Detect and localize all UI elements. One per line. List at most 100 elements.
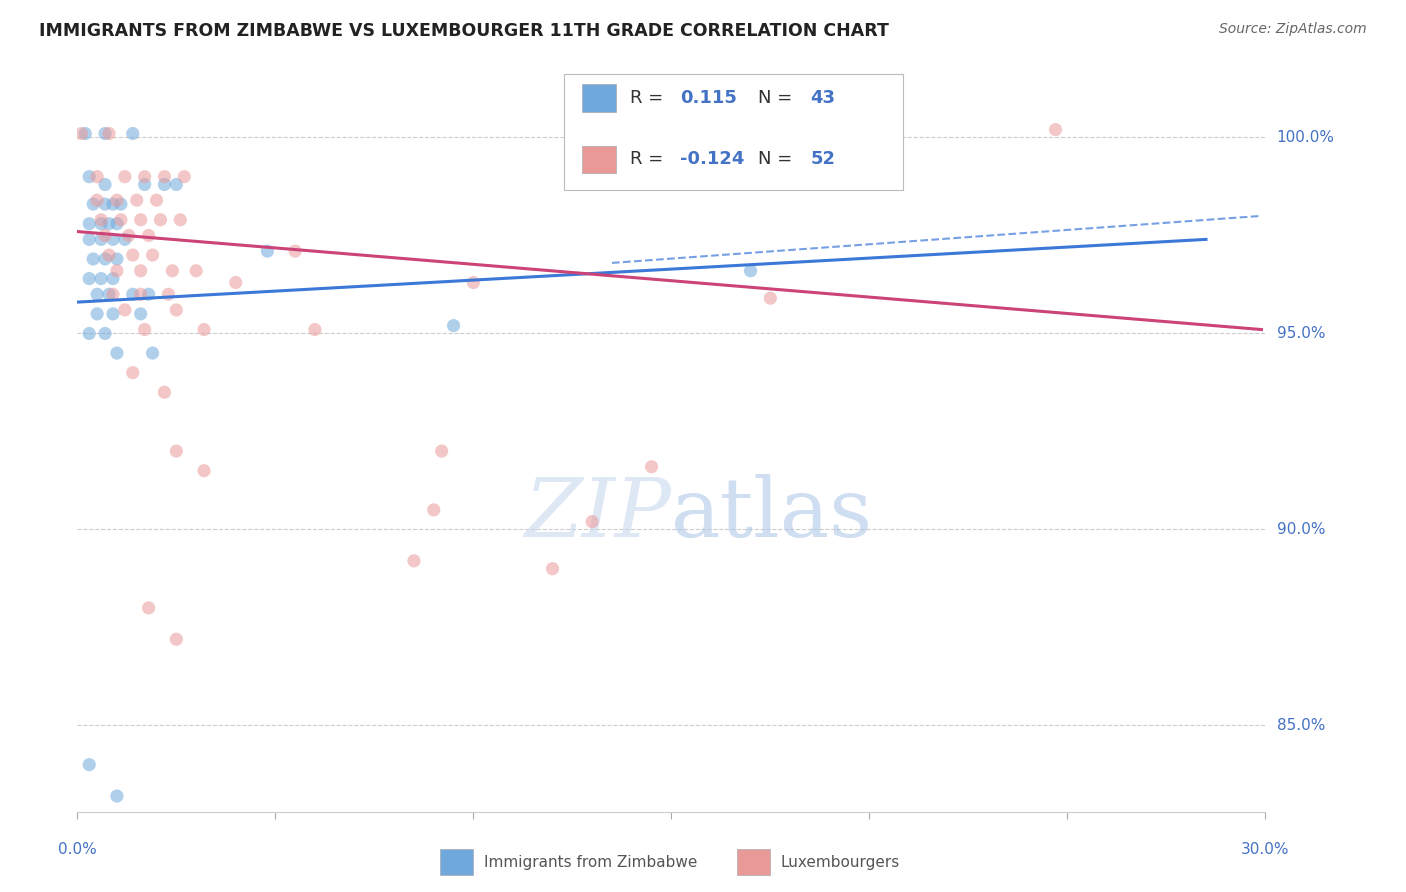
Point	[110, 212, 132, 227]
Point	[101, 287, 124, 301]
FancyBboxPatch shape	[737, 849, 770, 875]
Text: 0.115: 0.115	[679, 89, 737, 107]
Point	[740, 264, 762, 278]
Point	[142, 346, 165, 360]
Point	[101, 197, 124, 211]
Point	[105, 789, 128, 803]
Point	[423, 503, 446, 517]
Point	[94, 252, 117, 266]
Point	[153, 169, 176, 184]
Point	[138, 287, 160, 301]
Point	[77, 757, 100, 772]
Point	[134, 322, 156, 336]
Point	[94, 228, 117, 243]
Point	[86, 307, 108, 321]
Point	[443, 318, 465, 333]
Point	[101, 307, 124, 321]
Text: -0.124: -0.124	[679, 150, 744, 168]
Point	[157, 287, 180, 301]
Point	[256, 244, 278, 259]
Point	[90, 271, 112, 285]
Point	[165, 178, 187, 192]
Point	[105, 264, 128, 278]
Point	[165, 302, 187, 317]
Point	[149, 212, 172, 227]
Point	[121, 127, 143, 141]
Point	[304, 322, 326, 336]
Text: 30.0%: 30.0%	[1241, 842, 1289, 857]
FancyBboxPatch shape	[440, 849, 472, 875]
Point	[77, 232, 100, 246]
Text: N =: N =	[758, 89, 799, 107]
Point	[105, 346, 128, 360]
Point	[142, 248, 165, 262]
Text: N =: N =	[758, 150, 799, 168]
Point	[77, 169, 100, 184]
Text: 43: 43	[810, 89, 835, 107]
Point	[82, 252, 104, 266]
Point	[86, 193, 108, 207]
Point	[138, 600, 160, 615]
Point	[101, 232, 124, 246]
Point	[193, 464, 215, 478]
Point	[118, 228, 141, 243]
Text: Luxembourgers: Luxembourgers	[780, 855, 900, 870]
Point	[186, 264, 208, 278]
Point	[94, 326, 117, 341]
Text: R =: R =	[630, 89, 669, 107]
Point	[138, 228, 160, 243]
Point	[82, 197, 104, 211]
Point	[90, 232, 112, 246]
Point	[105, 217, 128, 231]
Point	[77, 217, 100, 231]
Point	[101, 271, 124, 285]
Point	[193, 322, 215, 336]
Text: 100.0%: 100.0%	[1277, 130, 1334, 145]
Point	[129, 287, 152, 301]
Point	[165, 444, 187, 458]
Point	[90, 217, 112, 231]
Point	[759, 291, 782, 305]
Point	[169, 212, 191, 227]
Point	[114, 302, 136, 317]
Point	[129, 264, 152, 278]
Point	[173, 169, 195, 184]
Point	[162, 264, 184, 278]
Text: 85.0%: 85.0%	[1277, 718, 1324, 733]
Point	[165, 632, 187, 647]
Point	[98, 287, 121, 301]
Point	[463, 276, 485, 290]
Point	[640, 459, 662, 474]
Point	[114, 232, 136, 246]
Text: 95.0%: 95.0%	[1277, 326, 1324, 341]
Point	[134, 169, 156, 184]
Text: R =: R =	[630, 150, 669, 168]
Point	[153, 385, 176, 400]
Point	[75, 127, 97, 141]
Point	[105, 193, 128, 207]
Point	[94, 127, 117, 141]
Point	[98, 127, 121, 141]
Point	[125, 193, 148, 207]
Point	[121, 366, 143, 380]
FancyBboxPatch shape	[582, 145, 616, 173]
Point	[94, 197, 117, 211]
Point	[225, 276, 247, 290]
Text: Immigrants from Zimbabwe: Immigrants from Zimbabwe	[484, 855, 697, 870]
Point	[153, 178, 176, 192]
Point	[77, 326, 100, 341]
Point	[121, 248, 143, 262]
Point	[86, 287, 108, 301]
Text: atlas: atlas	[672, 474, 873, 554]
Point	[430, 444, 453, 458]
Point	[402, 554, 425, 568]
Point	[541, 562, 564, 576]
Text: 52: 52	[810, 150, 835, 168]
Point	[129, 212, 152, 227]
Point	[114, 169, 136, 184]
Point	[110, 197, 132, 211]
Point	[134, 178, 156, 192]
Text: Source: ZipAtlas.com: Source: ZipAtlas.com	[1219, 22, 1367, 37]
Point	[98, 248, 121, 262]
Point	[77, 271, 100, 285]
